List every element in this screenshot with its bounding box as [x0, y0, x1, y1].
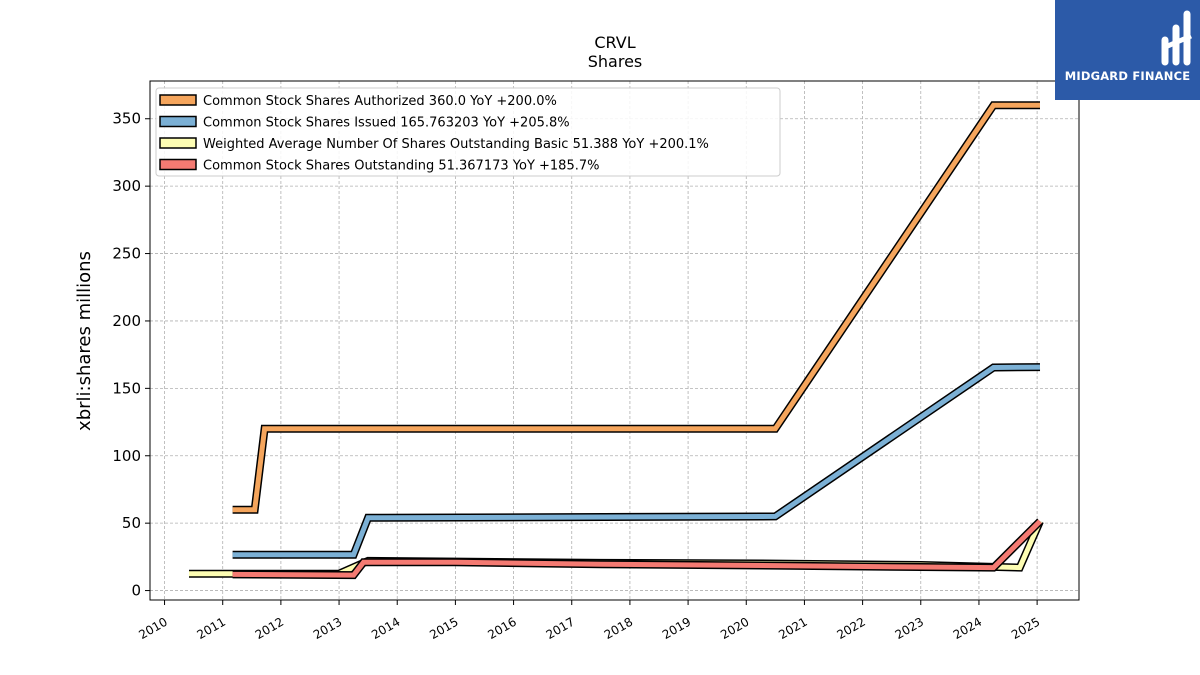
- brand-logo: MIDGARD FINANCE: [1055, 0, 1200, 100]
- x-tick-label: 2020: [718, 615, 751, 642]
- x-tick-label: 2010: [136, 615, 169, 642]
- y-tick-label: 100: [112, 447, 141, 465]
- y-axis-label: xbrli:shares millions: [74, 251, 95, 431]
- x-tick-label: 2017: [544, 615, 577, 642]
- chart-title: CRVL: [594, 33, 636, 52]
- legend-swatch-1: [159, 115, 197, 128]
- y-tick-label: 200: [112, 312, 141, 330]
- legend-label-1: Common Stock Shares Issued 165.763203 Yo…: [203, 116, 570, 131]
- x-tick-label: 2013: [311, 615, 344, 642]
- x-tick-label: 2025: [1009, 615, 1042, 642]
- legend-label-3: Common Stock Shares Outstanding 51.36717…: [203, 159, 599, 174]
- x-tick-label: 2022: [834, 615, 867, 642]
- x-tick-label: 2014: [369, 615, 402, 642]
- legend: Common Stock Shares Authorized 360.0 YoY…: [155, 87, 781, 177]
- x-tick-label: 2018: [602, 615, 635, 642]
- legend-swatch-3: [159, 158, 197, 171]
- legend-label-2: Weighted Average Number Of Shares Outsta…: [203, 137, 709, 152]
- legend-swatch-2: [159, 137, 197, 149]
- x-axis: 2010 2011 2012 2013 2014 2015 2016 2017 2018 2019…: [136, 600, 1042, 642]
- legend-swatch-0: [159, 94, 197, 106]
- logo-brand-text: MIDGARD FINANCE: [1064, 69, 1191, 83]
- series-line-0: [232, 102, 1040, 513]
- x-tick-label: 2023: [893, 615, 926, 642]
- plot-frame: [149, 80, 1080, 601]
- x-tick-label: 2021: [776, 615, 809, 642]
- y-tick-label: 300: [112, 177, 141, 195]
- logo-mark-icon: [1161, 10, 1192, 66]
- x-tick-label: 2016: [485, 615, 518, 642]
- series-outline-1: [232, 363, 1041, 559]
- x-tick-label: 2024: [951, 615, 984, 642]
- y-tick-label: 350: [112, 110, 141, 128]
- y-axis: 0 50 100 150 200 250 300 350: [112, 110, 150, 600]
- x-tick-label: 2012: [253, 615, 286, 642]
- y-tick-label: 150: [112, 379, 141, 397]
- y-tick-label: 50: [122, 514, 141, 532]
- legend-label-0: Common Stock Shares Authorized 360.0 YoY…: [203, 94, 557, 109]
- x-tick-label: 2011: [195, 615, 228, 642]
- x-tick-label: 2015: [427, 615, 460, 642]
- series-line-3: [232, 519, 1042, 578]
- legend-box: [155, 87, 781, 177]
- series-lines: [189, 101, 1044, 580]
- y-tick-label: 250: [112, 245, 141, 263]
- x-tick-label: 2019: [660, 615, 693, 642]
- series-line-1: [232, 364, 1041, 558]
- chart-subtitle: Shares: [587, 52, 643, 71]
- y-tick-label: 0: [131, 582, 141, 600]
